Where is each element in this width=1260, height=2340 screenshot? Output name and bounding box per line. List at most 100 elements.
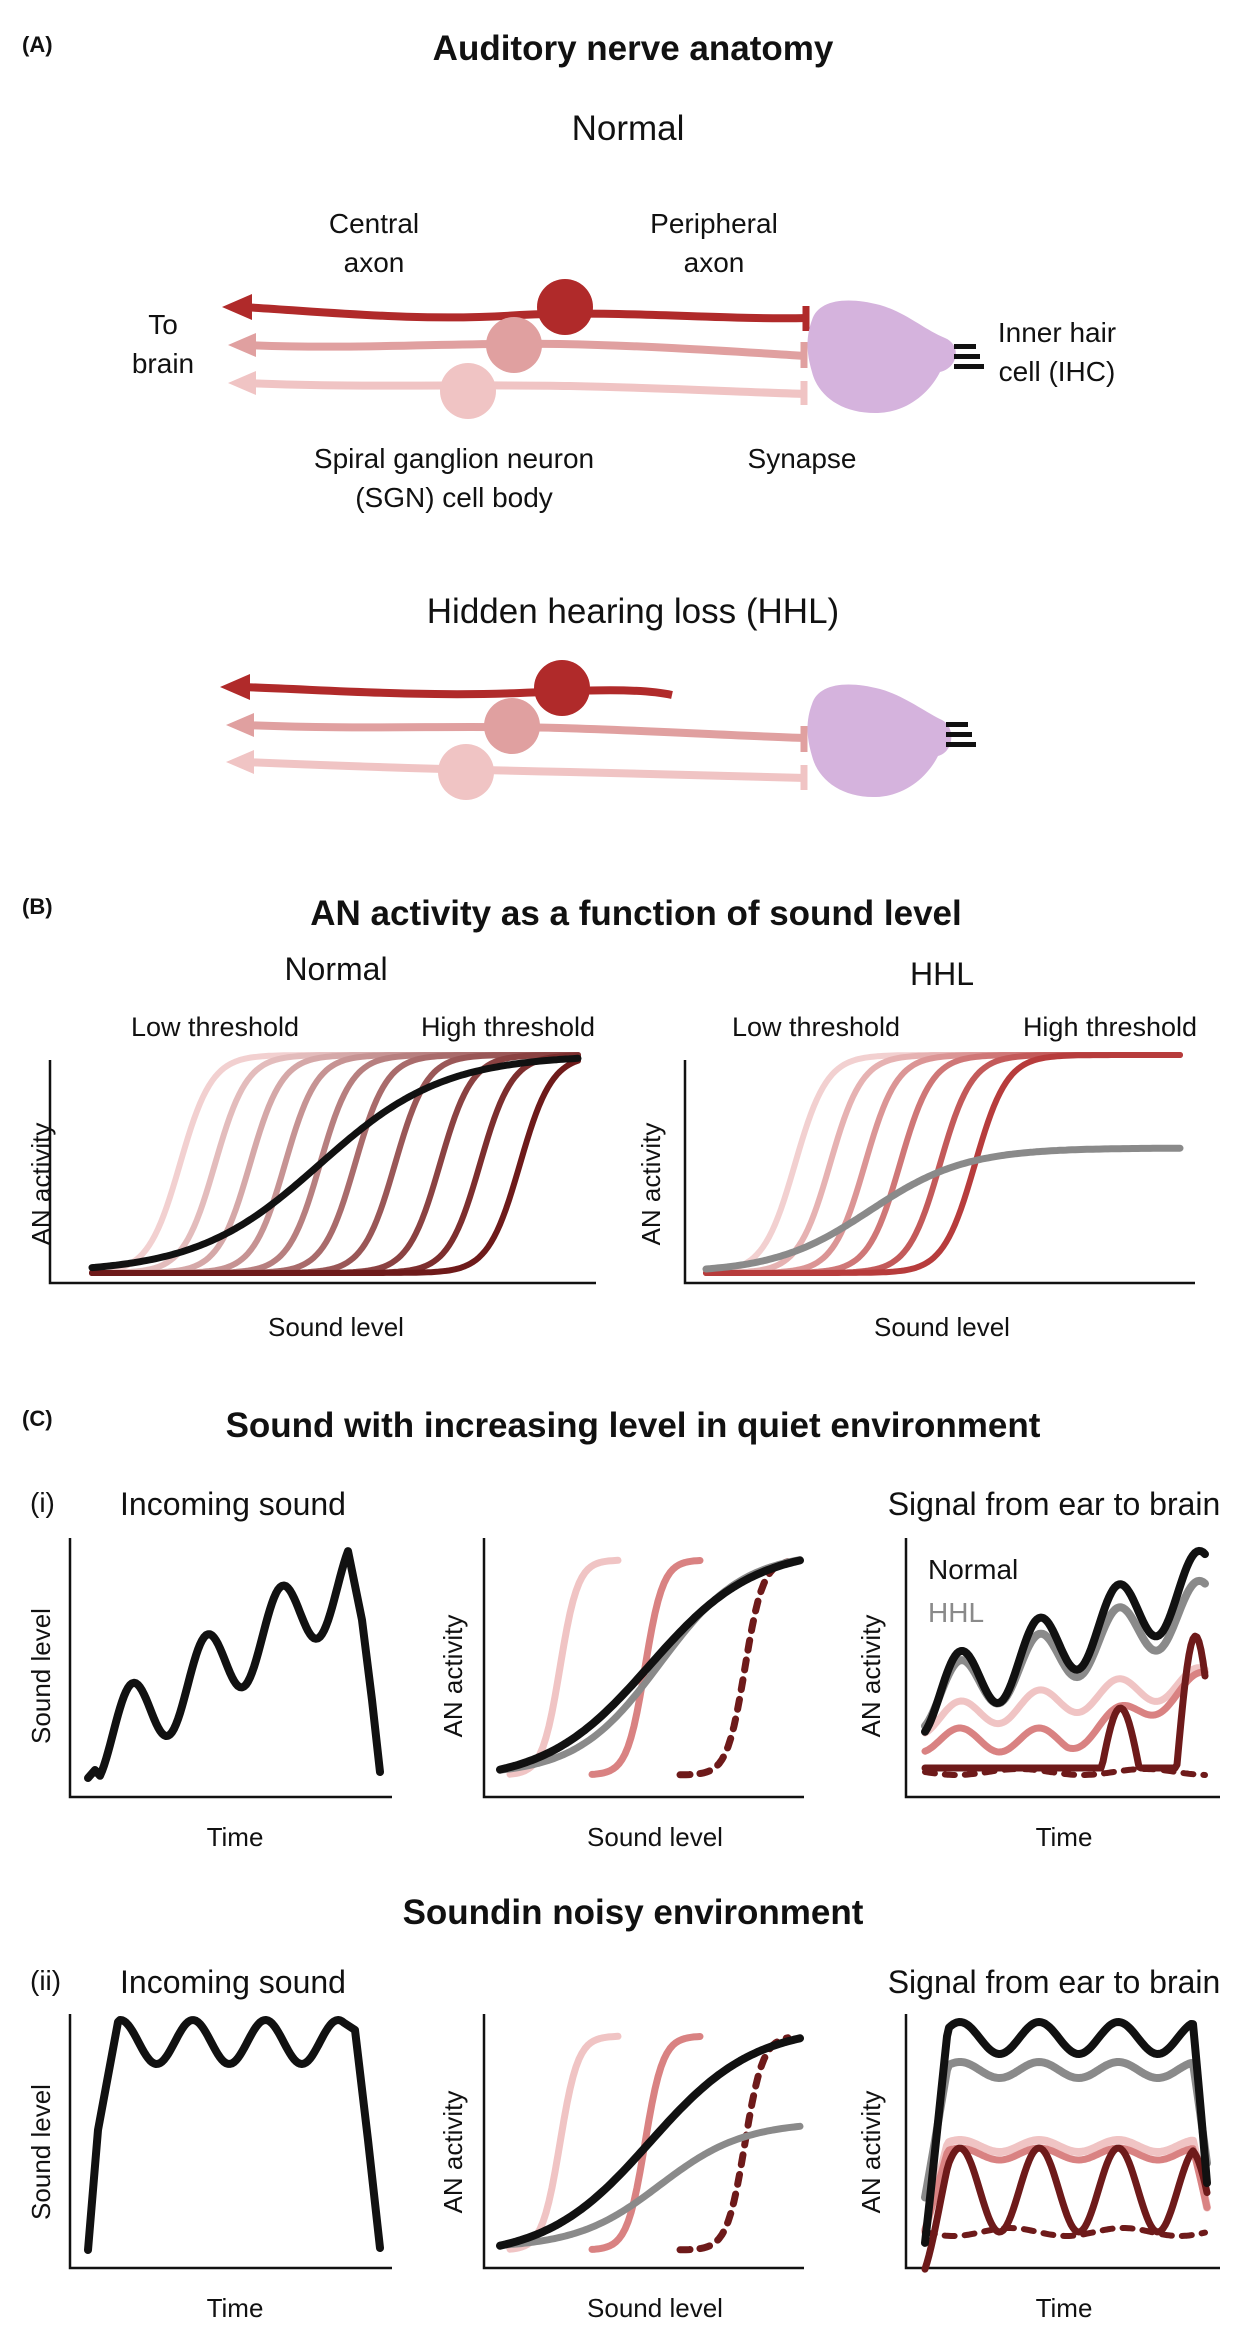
row-i-legend-hhl: HHL bbox=[928, 1597, 984, 1628]
signal-high-threshold-hhl bbox=[922, 1766, 1208, 1778]
panel-b-right-curves bbox=[702, 1052, 1184, 1276]
row-ii-incoming-plot bbox=[84, 2016, 384, 2254]
arrowhead-dark-normal bbox=[222, 294, 252, 320]
panel-b-right-xlabel: Sound level bbox=[874, 1312, 1010, 1342]
panel-b-left-axes bbox=[48, 1060, 596, 1285]
arrowhead-mid-hhl bbox=[226, 713, 254, 737]
panel-a: (A) Auditory nerve anatomy Normal Centra… bbox=[22, 29, 1116, 800]
row-ii-response-plot bbox=[496, 2032, 804, 2254]
row-i-response-ylabel: AN activity bbox=[438, 1615, 468, 1738]
row-i-incoming-axes bbox=[68, 1538, 392, 1799]
row-ii-incoming-title: Incoming sound bbox=[120, 1964, 346, 2000]
response-mid-threshold bbox=[588, 1557, 704, 1778]
row-i-signal-ylabel: AN activity bbox=[856, 1615, 886, 1738]
panel-b-right-axes bbox=[683, 1060, 1195, 1285]
row-ii-signal-plot bbox=[921, 2018, 1211, 2273]
response-hhl bbox=[496, 2122, 804, 2249]
sgn-cell-body-light-hhl bbox=[438, 744, 494, 800]
signal-mid-threshold bbox=[921, 2144, 1211, 2234]
row-ii-incoming-axes bbox=[68, 2014, 392, 2270]
axon-light-hhl bbox=[243, 758, 807, 782]
sgn-cell-body-dark bbox=[537, 279, 593, 335]
normal-title: Normal bbox=[572, 109, 685, 148]
rate-level-curve-hhl-5 bbox=[703, 1052, 1183, 1276]
axon-light-normal bbox=[245, 379, 807, 398]
incoming-sound-noisy bbox=[84, 2016, 384, 2254]
panel-a-label: (A) bbox=[22, 32, 53, 57]
row-i-response-plot bbox=[496, 1556, 804, 1779]
row-i-response-axes bbox=[482, 1538, 804, 1799]
rate-level-curve-10 bbox=[89, 1057, 581, 1276]
signal-normal bbox=[921, 1546, 1209, 1736]
sgn-label-1: Spiral ganglion neuron bbox=[314, 443, 594, 474]
incoming-sound-quiet bbox=[84, 1547, 384, 1782]
row-ii-incoming-ylabel: Sound level bbox=[26, 2084, 56, 2220]
hhl-anatomy bbox=[220, 660, 976, 800]
row-i-response-xlabel: Sound level bbox=[587, 1822, 723, 1852]
signal-mid-threshold bbox=[921, 1668, 1209, 1756]
row-ii-response-ylabel: AN activity bbox=[438, 2091, 468, 2214]
sgn-label-2: (SGN) cell body bbox=[355, 482, 553, 513]
axon-mid-hhl bbox=[243, 721, 807, 742]
central-axon-label-1: Central bbox=[329, 208, 419, 239]
row-ii-response-xlabel: Sound level bbox=[587, 2293, 723, 2323]
axon-dark-normal bbox=[241, 303, 809, 323]
row-i-signal-plot bbox=[921, 1546, 1209, 1778]
sgn-cell-body-dark-hhl bbox=[534, 660, 590, 716]
row-ii-label: (ii) bbox=[30, 1965, 61, 1996]
row-ii-title: Soundin noisy environment bbox=[403, 1893, 864, 1932]
rate-level-curve-hhl-6 bbox=[703, 1052, 1183, 1276]
panel-c: (C) Sound with increasing level in quiet… bbox=[22, 1406, 1220, 2323]
to-brain-label-2: brain bbox=[132, 348, 194, 379]
panel-b-left-curves bbox=[88, 1052, 582, 1276]
stereocilia-normal bbox=[954, 344, 984, 369]
peripheral-axon-label-2: axon bbox=[684, 247, 745, 278]
row-i-incoming-ylabel: Sound level bbox=[26, 1608, 56, 1744]
panel-b-hhl-title: HHL bbox=[910, 956, 974, 992]
panel-b-right-ylabel: AN activity bbox=[636, 1123, 666, 1246]
row-i-incoming-xlabel: Time bbox=[207, 1822, 264, 1852]
row-i-label: (i) bbox=[30, 1487, 55, 1518]
panel-b-left-xlabel: Sound level bbox=[268, 1312, 404, 1342]
panel-c-label: (C) bbox=[22, 1406, 53, 1431]
ihc-label-2: cell (IHC) bbox=[999, 356, 1116, 387]
row-ii-signal-title: Signal from ear to brain bbox=[888, 1964, 1221, 2000]
response-normal bbox=[496, 1556, 804, 1774]
row-ii-signal-xlabel: Time bbox=[1036, 2293, 1093, 2323]
row-i-incoming-title: Incoming sound bbox=[120, 1486, 346, 1522]
signal-hhl bbox=[921, 2058, 1211, 2202]
normal-anatomy bbox=[222, 279, 984, 419]
signal-low-threshold bbox=[921, 2136, 1211, 2236]
panel-c-title: Sound with increasing level in quiet env… bbox=[226, 1406, 1041, 1445]
inner-hair-cell-hhl bbox=[807, 684, 952, 798]
population-curve-normal bbox=[88, 1054, 582, 1272]
row-ii-signal-ylabel: AN activity bbox=[856, 2091, 886, 2214]
axon-mid-normal bbox=[245, 339, 807, 360]
inner-hair-cell bbox=[807, 300, 956, 414]
signal-high-threshold bbox=[921, 2144, 1211, 2273]
arrowhead-mid-normal bbox=[228, 333, 256, 357]
axon-dark-hhl bbox=[241, 683, 673, 699]
row-ii-incoming-xlabel: Time bbox=[207, 2293, 264, 2323]
rate-level-curve-9 bbox=[89, 1052, 581, 1276]
panel-b-title: AN activity as a function of sound level bbox=[310, 894, 962, 933]
panel-b-right-low-threshold: Low threshold bbox=[732, 1012, 900, 1042]
population-curve-hhl bbox=[702, 1144, 1184, 1273]
hhl-title: Hidden hearing loss (HHL) bbox=[427, 592, 839, 631]
panel-b-left-high-threshold: High threshold bbox=[421, 1012, 595, 1042]
response-mid-threshold bbox=[588, 2033, 704, 2253]
row-i-signal-axes bbox=[904, 1538, 1220, 1799]
central-axon-label-2: axon bbox=[344, 247, 405, 278]
response-high-threshold bbox=[676, 1558, 792, 1779]
row-i-signal-xlabel: Time bbox=[1036, 1822, 1093, 1852]
sgn-cell-body-light bbox=[440, 363, 496, 419]
panel-b-left-low-threshold: Low threshold bbox=[131, 1012, 299, 1042]
row-i-incoming-plot bbox=[84, 1547, 384, 1782]
to-brain-label-1: To bbox=[148, 309, 178, 340]
sgn-cell-body-mid bbox=[486, 317, 542, 373]
row-i-legend-normal: Normal bbox=[928, 1554, 1018, 1585]
stereocilia-hhl bbox=[946, 722, 976, 747]
arrowhead-light-hhl bbox=[226, 750, 254, 774]
arrowhead-light-normal bbox=[228, 371, 256, 395]
